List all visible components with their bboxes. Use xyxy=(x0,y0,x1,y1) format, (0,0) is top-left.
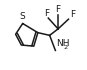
Text: F: F xyxy=(44,9,49,18)
Text: F: F xyxy=(56,5,61,14)
Text: F: F xyxy=(70,10,75,19)
Text: 2: 2 xyxy=(63,45,67,50)
Text: S: S xyxy=(20,12,26,21)
Text: NH: NH xyxy=(56,39,70,48)
